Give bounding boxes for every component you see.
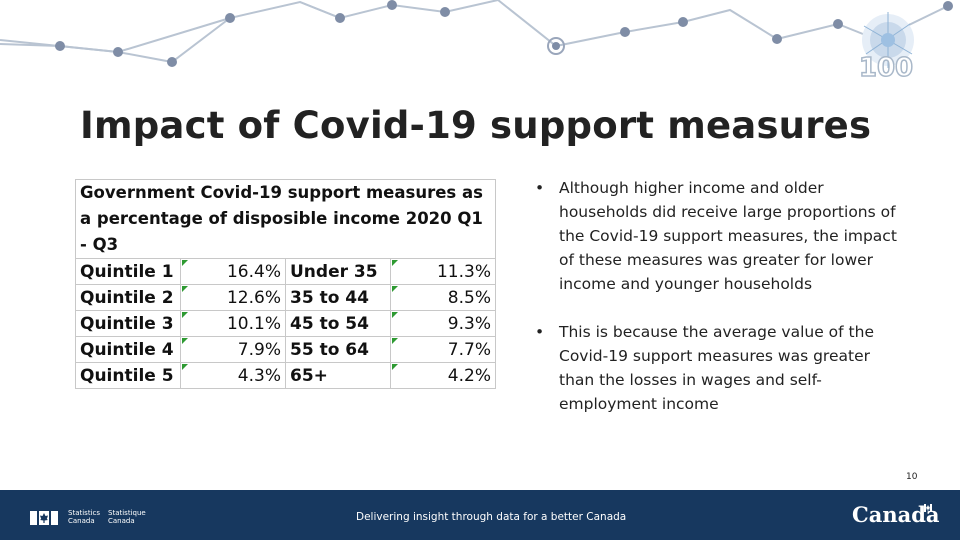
agency-name-fr-line2: Canada: [108, 517, 135, 525]
income-quintile-value: 4.3%: [180, 362, 286, 389]
statistique-canada-name: Statistique Canada: [108, 509, 146, 525]
canada-flag-icon: [30, 511, 58, 525]
statistics-canada-name: Statistics Canada: [68, 509, 100, 525]
bullet-list: Although higher income and older househo…: [532, 176, 904, 440]
table-row: Quintile 4 7.9% 55 to 64 7.7%: [75, 336, 496, 363]
table-row: Quintile 1 16.4% Under 35 11.3%: [75, 258, 496, 285]
age-group-value: 11.3%: [390, 258, 496, 285]
table-row: Quintile 5 4.3% 65+ 4.2%: [75, 362, 496, 389]
agency-name-fr-line1: Statistique: [108, 509, 146, 517]
table-row: Quintile 2 12.6% 35 to 44 8.5%: [75, 284, 496, 311]
income-quintile-label: Quintile 2: [75, 284, 181, 311]
svg-text:100: 100: [859, 53, 913, 83]
bullet-item: This is because the average value of the…: [532, 320, 904, 416]
income-quintile-label: Quintile 1: [75, 258, 181, 285]
age-group-label: Under 35: [285, 258, 391, 285]
income-quintile-value: 10.1%: [180, 310, 286, 337]
age-group-value: 7.7%: [390, 336, 496, 363]
footer-bar: Statistics Canada Statistique Canada Del…: [0, 490, 960, 540]
age-group-value: 9.3%: [390, 310, 496, 337]
agency-name-en-line2: Canada: [68, 517, 95, 525]
age-group-value: 4.2%: [390, 362, 496, 389]
table-row: Quintile 3 10.1% 45 to 54 9.3%: [75, 310, 496, 337]
age-group-label: 35 to 44: [285, 284, 391, 311]
income-quintile-label: Quintile 3: [75, 310, 181, 337]
income-quintile-value: 16.4%: [180, 258, 286, 285]
income-quintile-label: Quintile 5: [75, 362, 181, 389]
income-quintile-label: Quintile 4: [75, 336, 181, 363]
network-decoration: [0, 0, 953, 67]
slide-title: Impact of Covid-19 support measures: [80, 104, 872, 147]
support-measures-table: Government Covid-19 support measures as …: [75, 179, 496, 389]
income-quintile-value: 12.6%: [180, 284, 286, 311]
age-group-value: 8.5%: [390, 284, 496, 311]
page-number: 10: [906, 472, 918, 482]
bullet-item: Although higher income and older househo…: [532, 176, 904, 296]
wordmark-flag-icon: [924, 504, 932, 512]
table-caption: Government Covid-19 support measures as …: [75, 179, 496, 259]
age-group-label: 65+: [285, 362, 391, 389]
table-caption-row: Government Covid-19 support measures as …: [75, 179, 496, 259]
agency-name-en-line1: Statistics: [68, 509, 100, 517]
age-group-label: 55 to 64: [285, 336, 391, 363]
income-quintile-value: 7.9%: [180, 336, 286, 363]
footer-tagline: Delivering insight through data for a be…: [356, 511, 627, 523]
age-group-label: 45 to 54: [285, 310, 391, 337]
anniversary-100-logo: 100: [846, 6, 926, 84]
